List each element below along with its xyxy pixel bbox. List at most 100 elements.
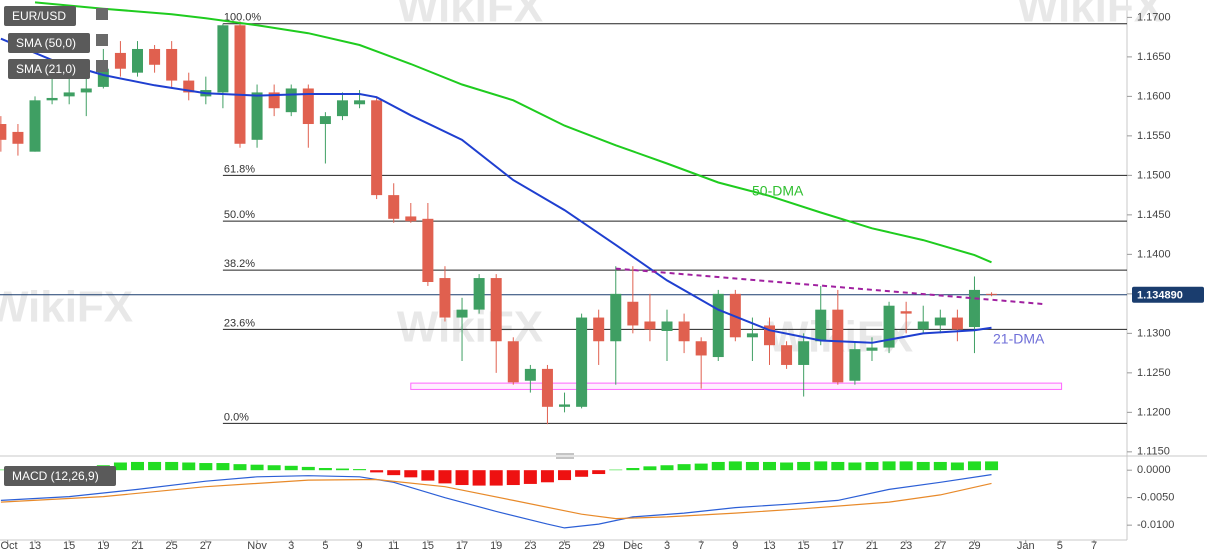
candle-body — [234, 25, 246, 144]
legend-toggle[interactable] — [96, 60, 108, 72]
x-tick-label: 5 — [322, 540, 328, 552]
y-tick-label: 1.1700 — [1137, 11, 1171, 23]
macd-bar — [182, 462, 196, 471]
watermark: WikiFX — [397, 0, 543, 32]
candle-body — [371, 100, 383, 196]
macd-bar — [831, 461, 845, 471]
macd-bar — [797, 461, 811, 471]
candle-body — [268, 92, 280, 109]
sma-line — [34, 1, 992, 264]
x-tick-label: 21 — [866, 540, 878, 552]
candle-body — [644, 321, 656, 330]
candle-body — [166, 48, 178, 81]
x-tick-label: 9 — [732, 540, 738, 552]
panel-grip[interactable] — [556, 453, 574, 459]
x-tick-label: Dec — [623, 540, 643, 552]
x-tick-label: 7 — [698, 540, 704, 552]
macd-bar — [711, 461, 725, 471]
macd-bar — [677, 464, 691, 471]
candle-body — [97, 68, 109, 87]
y-tick-label: -0.0100 — [1137, 519, 1174, 531]
y-tick-label: 1.1500 — [1137, 169, 1171, 181]
macd-bar — [318, 467, 332, 471]
candle-body — [678, 321, 690, 342]
y-tick-label: 1.1450 — [1137, 209, 1171, 221]
y-tick-label: -0.0050 — [1137, 492, 1174, 504]
x-tick-label: 7 — [1091, 540, 1097, 552]
x-tick-label: 23 — [900, 540, 912, 552]
candle-body — [781, 345, 793, 365]
candle-body — [524, 368, 536, 381]
fib-label: 100.0% — [224, 12, 262, 24]
x-tick-label: 21 — [131, 540, 143, 552]
candle-body — [388, 195, 400, 219]
candle-body — [627, 301, 639, 326]
macd-bar — [882, 461, 896, 471]
candle-body — [12, 131, 24, 144]
x-tick-label: 3 — [664, 540, 670, 552]
candle-body — [473, 278, 485, 310]
macd-bar — [335, 468, 349, 471]
candle-body — [132, 48, 144, 73]
macd-bar — [967, 461, 981, 471]
fib-label: 50.0% — [224, 209, 255, 221]
x-tick-label: 15 — [798, 540, 810, 552]
candle-body — [319, 116, 331, 125]
macd-bar — [865, 461, 879, 471]
x-tick-label: 3 — [288, 540, 294, 552]
x-tick-label: 25 — [166, 540, 178, 552]
x-tick-label: 23 — [524, 540, 536, 552]
legend-label: MACD (12,26,9) — [12, 469, 99, 483]
candle-body — [336, 100, 348, 117]
macd-bar — [933, 461, 947, 471]
legend-label: EUR/USD — [12, 9, 66, 23]
macd-bar — [950, 462, 964, 471]
candle-body — [593, 317, 605, 342]
macd-line — [0, 478, 992, 520]
legend-toggle[interactable] — [96, 8, 108, 20]
macd-bar — [660, 465, 674, 471]
macd-bar — [455, 470, 469, 486]
candle-body — [866, 347, 878, 351]
macd-bar — [780, 462, 794, 471]
candle-body — [900, 311, 912, 314]
candle-body — [934, 317, 946, 326]
legend-box — [4, 466, 116, 486]
x-tick-label: 29 — [593, 540, 605, 552]
macd-bar — [113, 462, 127, 471]
x-tick-label: 11 — [388, 540, 399, 552]
fib-label: 0.0% — [224, 411, 249, 423]
candle-body — [798, 341, 810, 365]
macd-bar — [387, 470, 401, 476]
x-tick-label: 27 — [934, 540, 946, 552]
candle-body — [0, 124, 7, 140]
candle-body — [917, 321, 929, 330]
sma-line — [0, 37, 992, 344]
candle-body — [302, 88, 314, 125]
candle-body — [439, 278, 451, 318]
candle-body — [251, 92, 263, 140]
y-tick-label: 1.1200 — [1137, 406, 1171, 418]
x-tick-label: Nov — [247, 540, 267, 552]
watermark: WikiFX — [1017, 0, 1163, 32]
candle-body — [354, 100, 366, 105]
candle-body — [832, 309, 844, 383]
y-tick-label: 1.1600 — [1137, 90, 1171, 102]
candle-body — [149, 48, 161, 65]
y-tick-label: 1.1400 — [1137, 248, 1171, 260]
macd-bar — [745, 461, 759, 471]
legend-toggle[interactable] — [96, 34, 108, 46]
macd-bar — [523, 470, 537, 484]
macd-bar — [233, 464, 247, 471]
candle-body — [695, 341, 707, 356]
macd-line — [0, 474, 992, 529]
candle-body — [661, 321, 673, 331]
y-tick-label: 1.1300 — [1137, 327, 1171, 339]
x-tick-label: 15 — [422, 540, 434, 552]
macd-bar — [592, 470, 606, 475]
y-tick-label: 1.1650 — [1137, 51, 1171, 63]
macd-bar — [985, 461, 999, 471]
candle-body — [763, 325, 775, 346]
candle-body — [968, 289, 980, 328]
